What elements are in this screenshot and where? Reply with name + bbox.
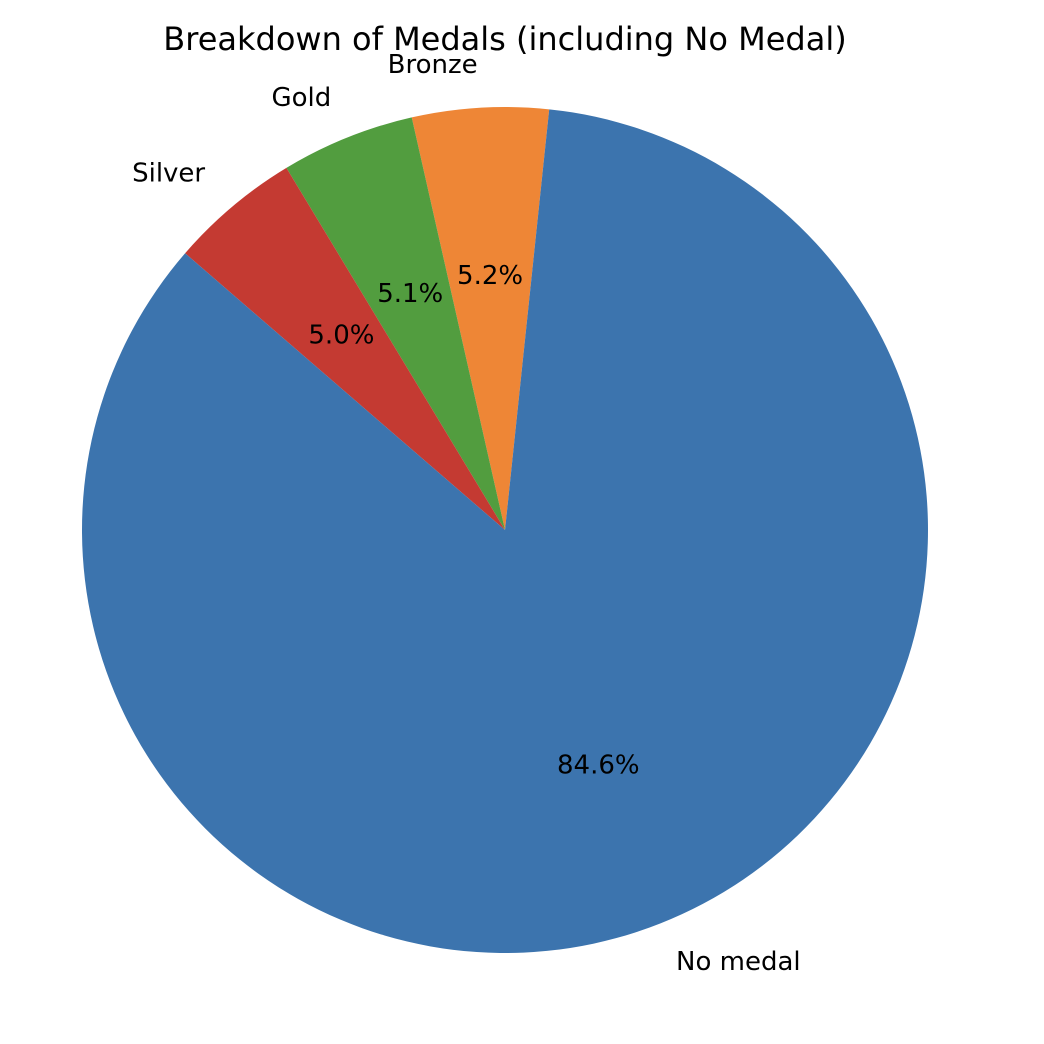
slice-label-gold: Gold — [271, 83, 331, 113]
pie-slice-silver — [185, 167, 506, 530]
pct-label-bronze: 5.2% — [457, 261, 523, 291]
pct-label-no-medal: 84.6% — [557, 751, 640, 781]
pct-label-gold: 5.1% — [377, 279, 443, 309]
slice-label-bronze: Bronze — [388, 50, 478, 80]
pie-slice-gold — [286, 117, 505, 530]
slice-label-no-medal: No medal — [676, 947, 801, 977]
chart-title: Breakdown of Medals (including No Medal) — [163, 20, 846, 58]
pie-slice-bronze — [411, 107, 550, 530]
pct-label-silver: 5.0% — [308, 320, 374, 350]
slice-label-silver: Silver — [132, 159, 205, 189]
pie-slices — [82, 107, 928, 954]
pie-labels: Bronze 5.2% Gold 5.1% Silver 5.0% No medal 84.6… — [132, 50, 801, 977]
pie-slice-no-medal — [82, 109, 928, 954]
